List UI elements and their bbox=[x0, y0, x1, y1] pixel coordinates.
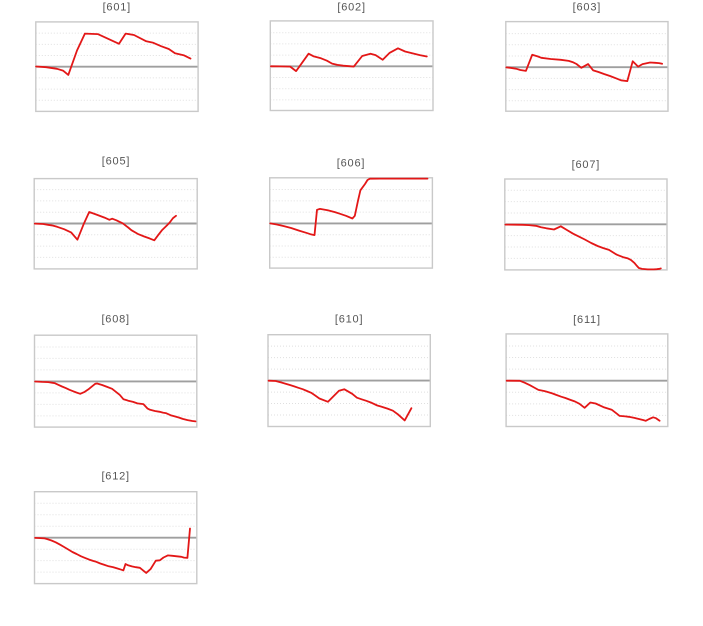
svg-text:[611]: [611] bbox=[573, 314, 601, 326]
svg-text:[610]: [610] bbox=[335, 313, 363, 325]
svg-text:[606]: [606] bbox=[337, 158, 365, 170]
svg-text:[612]: [612] bbox=[101, 470, 129, 482]
svg-text:[607]: [607] bbox=[572, 159, 600, 171]
svg-text:[608]: [608] bbox=[101, 313, 129, 325]
svg-text:[605]: [605] bbox=[102, 156, 130, 168]
svg-text:[602]: [602] bbox=[337, 2, 365, 14]
svg-text:[603]: [603] bbox=[573, 2, 601, 14]
svg-text:[601]: [601] bbox=[103, 2, 131, 14]
